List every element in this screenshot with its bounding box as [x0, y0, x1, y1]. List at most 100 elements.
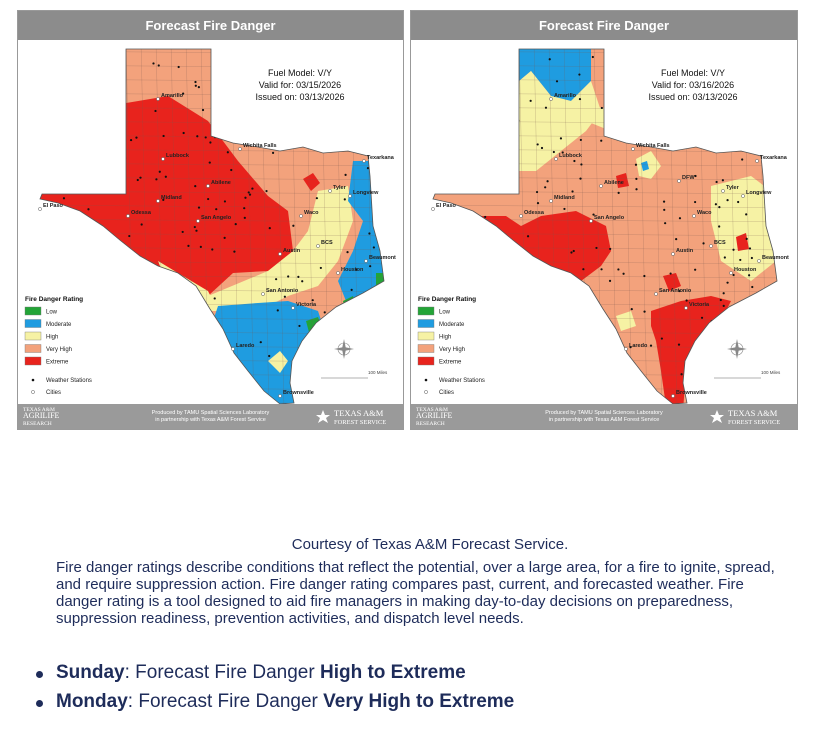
- description: Fire danger ratings describe conditions …: [56, 559, 775, 627]
- city-label: El Paso: [43, 203, 64, 209]
- city-marker: [729, 271, 733, 275]
- weather-station: [609, 247, 612, 251]
- weather-station: [726, 281, 729, 284]
- weather-station: [105, 72, 109, 75]
- city-marker: [709, 244, 713, 248]
- danger-zone: [519, 49, 591, 101]
- weather-station: [714, 203, 717, 206]
- weather-station: [635, 188, 638, 191]
- weather-station: [297, 275, 300, 279]
- weather-station: [602, 341, 605, 344]
- city-label: San Angelo: [594, 215, 625, 221]
- weather-station: [193, 344, 197, 347]
- weather-station: [369, 265, 372, 268]
- weather-station: [632, 101, 636, 104]
- weather-station: [64, 182, 67, 185]
- city-label: Beaumont: [369, 255, 396, 261]
- map: Forecast Fire Danger Amarillo Lubbock Wichi…: [411, 11, 797, 429]
- city-label: Lubbock: [166, 153, 190, 159]
- legend-swatch: [417, 356, 435, 366]
- city-label: Amarillo: [554, 93, 577, 99]
- city-marker: [677, 179, 681, 183]
- weather-station: [142, 324, 145, 327]
- city-label: Midland: [554, 195, 575, 201]
- weather-station: [76, 103, 79, 106]
- compass: [334, 339, 354, 359]
- weather-station: [724, 330, 728, 333]
- weather-station: [325, 116, 328, 119]
- weather-station: [157, 64, 160, 67]
- weather-station: [208, 161, 211, 164]
- weather-station: [194, 84, 197, 87]
- map-info: Fuel Model: V/Y: [268, 68, 332, 78]
- legend-label: Low: [46, 310, 58, 316]
- city-label: Laredo: [236, 343, 255, 349]
- weather-station: [721, 179, 724, 182]
- city-marker: [549, 97, 553, 101]
- weather-station: [643, 274, 646, 278]
- weather-station: [657, 134, 661, 137]
- logo-right: TEXAS A&M: [334, 408, 384, 418]
- city-marker: [328, 189, 332, 193]
- weather-station: [741, 158, 744, 161]
- weather-station: [163, 392, 166, 395]
- map-info: Issued on: 03/13/2026: [255, 92, 344, 102]
- weather-station: [561, 151, 564, 154]
- danger-zone: [519, 71, 601, 171]
- weather-station: [700, 316, 704, 319]
- city-marker: [316, 244, 320, 248]
- weather-station: [174, 381, 178, 384]
- weather-station: [546, 180, 549, 183]
- weather-station: [747, 344, 751, 347]
- weather-station: [751, 285, 754, 289]
- city-marker: [684, 306, 688, 310]
- city-label: Laredo: [629, 343, 648, 349]
- weather-station: [198, 309, 201, 313]
- city-label: Lubbock: [559, 153, 583, 159]
- weather-station: [265, 189, 268, 193]
- weather-station: [73, 374, 76, 377]
- county-line: [433, 204, 777, 209]
- city-label: Abilene: [604, 180, 624, 186]
- city-label: Texarkana: [367, 155, 395, 161]
- weather-station: [199, 245, 202, 249]
- weather-station: [109, 159, 112, 162]
- city-marker: [336, 271, 340, 275]
- legend-swatch: [417, 306, 435, 316]
- city-marker: [692, 214, 696, 218]
- weather-station: [193, 225, 196, 229]
- weather-station: [140, 223, 143, 226]
- weather-station: [259, 341, 262, 344]
- weather-station: [737, 200, 740, 204]
- weather-station: [243, 387, 247, 390]
- weather-station: [200, 388, 203, 391]
- weather-station: [478, 332, 481, 335]
- danger-zone: [40, 96, 293, 296]
- weather-station: [636, 137, 639, 140]
- city-label: Tyler: [726, 185, 740, 191]
- city-label: Victoria: [296, 302, 317, 308]
- danger-zone: [641, 161, 649, 171]
- city-label: Tyler: [333, 185, 347, 191]
- logo-left: TEXAS A&M: [416, 407, 448, 413]
- weather-station: [579, 138, 582, 142]
- weather-station: [56, 262, 59, 265]
- weather-station: [496, 60, 499, 63]
- danger-level: Very High to Extreme: [323, 691, 515, 712]
- city-marker: [38, 207, 42, 211]
- weather-station: [275, 278, 278, 281]
- danger-zone: [376, 273, 384, 286]
- scale-label: 100 Miles: [368, 370, 388, 375]
- map: Forecast Fire Danger Amarillo Lubbock Wichi…: [18, 11, 403, 429]
- weather-station: [446, 133, 449, 136]
- city-marker: [757, 259, 761, 263]
- weather-station: [237, 129, 240, 132]
- legend-label: Extreme: [439, 360, 462, 366]
- weather-station: [243, 207, 246, 210]
- weather-station: [477, 285, 480, 289]
- city-label: Longview: [353, 190, 379, 196]
- state-outline: [432, 48, 778, 405]
- caption: Courtesy of Texas A&M Forecast Service.: [291, 536, 569, 553]
- forecast-item: Monday: Forecast Fire Danger Very High t…: [30, 691, 514, 720]
